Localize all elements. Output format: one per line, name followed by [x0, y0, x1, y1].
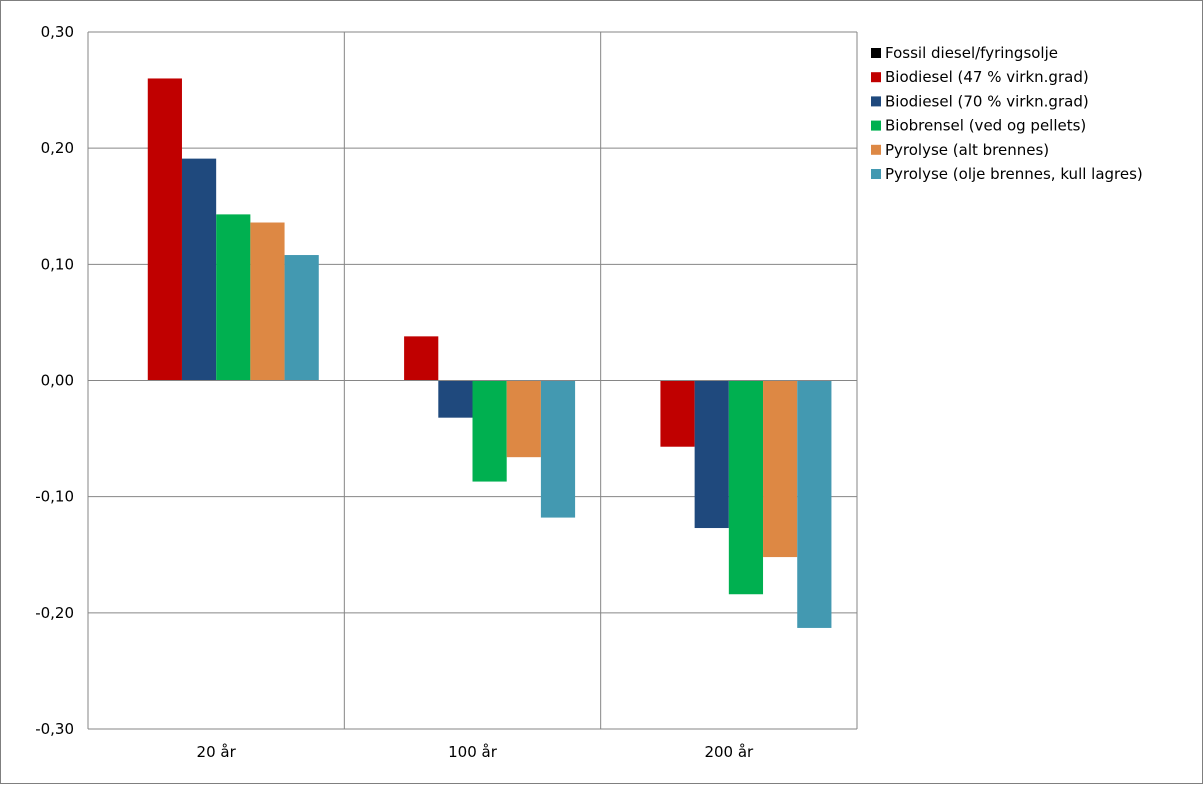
bar [147, 78, 182, 381]
legend: Fossil diesel/fyringsolje Biodiesel (47 %… [871, 44, 1143, 183]
x-tick-label: 100 år [448, 743, 498, 761]
y-tick-label: 0,30 [41, 23, 74, 41]
bar [181, 158, 217, 381]
axes [87, 32, 857, 729]
bar [660, 380, 695, 447]
bar [404, 336, 439, 381]
bar [216, 214, 251, 381]
legend-label: Fossil diesel/fyringsolje [885, 44, 1058, 62]
y-tick-label: 0,20 [41, 139, 74, 157]
legend-swatch [871, 169, 881, 179]
y-tick-label: -0,10 [35, 488, 74, 506]
x-axis-tick-labels: 20 år 100 år 200 år [197, 743, 754, 761]
bars [147, 78, 832, 628]
bar [284, 255, 319, 381]
bar [797, 380, 832, 628]
legend-swatch [871, 48, 881, 58]
x-tick-label: 200 år [704, 743, 754, 761]
bar [694, 380, 729, 529]
bar [728, 380, 764, 595]
legend-label: Biobrensel (ved og pellets) [885, 117, 1086, 135]
y-tick-label: -0,20 [35, 604, 74, 622]
bar [250, 222, 285, 381]
bar [438, 380, 473, 418]
y-axis-tick-labels: 0,30 0,20 0,10 0,00 -0,10 -0,20 -0,30 [35, 23, 74, 738]
legend-swatch [871, 144, 881, 155]
legend-label: Biodiesel (47 % virkn.grad) [885, 68, 1089, 86]
bar [506, 380, 541, 458]
legend-swatch [871, 72, 881, 83]
legend-swatch [871, 96, 881, 107]
legend-label: Pyrolyse (alt brennes) [885, 141, 1049, 159]
legend-swatch [871, 120, 881, 131]
legend-label: Pyrolyse (olje brennes, kull lagres) [885, 165, 1143, 183]
y-tick-label: 0,10 [41, 255, 74, 273]
bar [540, 380, 576, 518]
y-tick-label: 0,00 [41, 372, 74, 390]
y-tick-label: -0,30 [35, 720, 74, 738]
bar [472, 380, 507, 482]
x-tick-label: 20 år [197, 743, 237, 761]
legend-label: Biodiesel (70 % virkn.grad) [885, 92, 1089, 110]
bar [763, 380, 798, 558]
